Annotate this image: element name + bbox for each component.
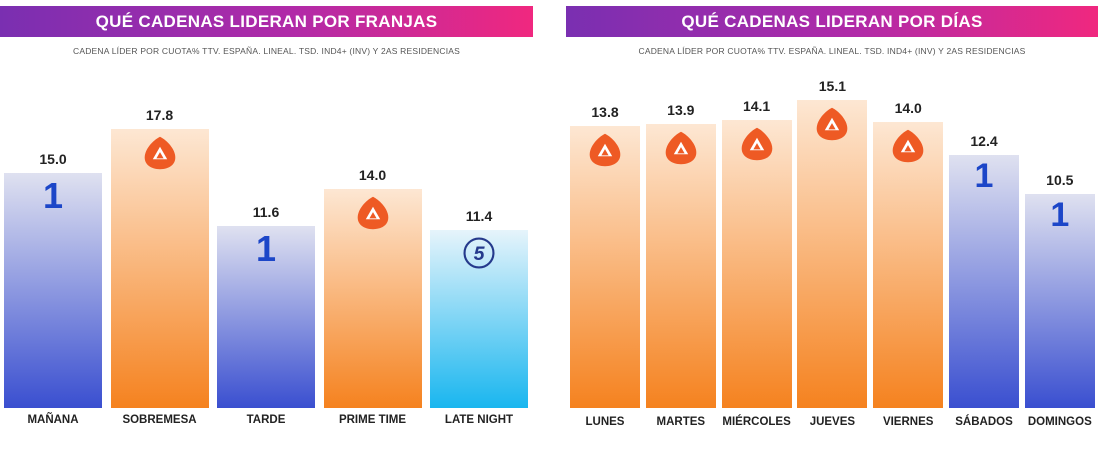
bar bbox=[4, 173, 102, 408]
bar-value-label: 12.4 bbox=[970, 133, 998, 150]
bar bbox=[797, 99, 868, 408]
bar bbox=[949, 155, 1019, 408]
bar bbox=[430, 229, 528, 408]
bar-value-label: 10.5 bbox=[1046, 171, 1074, 188]
bar-value-label: 11.4 bbox=[465, 207, 493, 224]
bar bbox=[873, 122, 944, 408]
bar bbox=[570, 126, 640, 408]
antena3-logo-icon bbox=[646, 130, 716, 166]
dias-chart-subtitle: CADENA LÍDER POR CUOTA% TTV. ESPAÑA. LIN… bbox=[638, 46, 1026, 56]
antena3-logo-icon bbox=[570, 132, 640, 168]
category-label: TARDE bbox=[246, 414, 286, 426]
one-logo-icon: 1 bbox=[974, 157, 994, 196]
one-logo-icon: 1 bbox=[1050, 195, 1070, 234]
bar bbox=[645, 124, 716, 408]
antena3-logo-icon bbox=[797, 106, 867, 142]
category-label: VIERNES bbox=[882, 416, 934, 428]
bar-value-label: 14.0 bbox=[894, 100, 922, 117]
dias-chart-panel: QUÉ CADENAS LIDERAN POR DÍAS CADENA LÍDE… bbox=[566, 0, 1098, 452]
bar-value-label: 15.0 bbox=[39, 151, 67, 168]
category-label: DOMINGOS bbox=[1027, 416, 1092, 428]
bar bbox=[217, 226, 315, 408]
antena3-logo-icon bbox=[873, 128, 943, 164]
category-label: PRIME TIME bbox=[338, 414, 407, 426]
category-label: MAÑANA bbox=[27, 414, 79, 426]
antena3-logo-icon bbox=[324, 195, 422, 231]
telecinco-logo-icon: 5 bbox=[430, 236, 528, 270]
bar-value-label: 17.8 bbox=[145, 107, 174, 124]
category-label: SOBREMESA bbox=[122, 414, 197, 426]
dias-chart-title: QUÉ CADENAS LIDERAN POR DÍAS bbox=[566, 6, 1098, 37]
franjas-chart-title: QUÉ CADENAS LIDERAN POR FRANJAS bbox=[0, 6, 533, 37]
bar-value-label: 14.1 bbox=[742, 98, 771, 115]
category-label: JUEVES bbox=[809, 416, 856, 428]
bar-value-label: 14.0 bbox=[358, 166, 387, 183]
one-logo-icon: 1 bbox=[42, 175, 64, 217]
antena3-logo-icon bbox=[111, 135, 209, 171]
category-label: SÁBADOS bbox=[955, 416, 1013, 428]
bar-value-label: 13.8 bbox=[591, 104, 619, 121]
category-label: LATE NIGHT bbox=[444, 414, 514, 426]
bar-value-label: 13.9 bbox=[667, 102, 695, 119]
svg-text:5: 5 bbox=[474, 242, 486, 264]
antena3-logo-icon bbox=[722, 126, 792, 162]
bar bbox=[110, 129, 209, 408]
franjas-chart-subtitle: CADENA LÍDER POR CUOTA% TTV. ESPAÑA. LIN… bbox=[73, 46, 460, 56]
category-label: MARTES bbox=[656, 416, 706, 428]
category-label: MIÉRCOLES bbox=[722, 416, 791, 428]
one-logo-icon: 1 bbox=[255, 228, 277, 270]
bar bbox=[721, 120, 792, 408]
bar bbox=[1024, 193, 1095, 408]
franjas-chart-panel: QUÉ CADENAS LIDERAN POR FRANJAS CADENA L… bbox=[0, 0, 533, 452]
category-label: LUNES bbox=[585, 416, 625, 428]
bar-value-label: 11.6 bbox=[252, 204, 280, 221]
bar-value-label: 15.1 bbox=[818, 77, 847, 94]
